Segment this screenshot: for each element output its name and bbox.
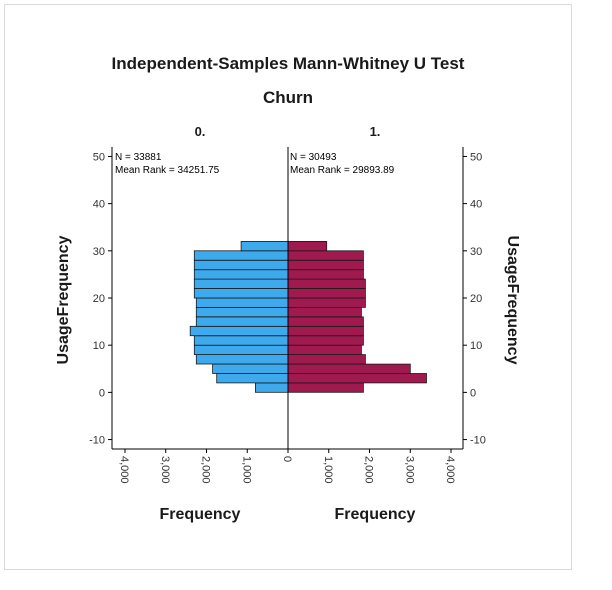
left-bar-2 (212, 363, 289, 374)
left-bar-12 (193, 269, 289, 280)
y-tick-label-right-0: 50 (470, 151, 482, 163)
left-bar-13 (193, 259, 289, 271)
left-bar-9 (195, 297, 289, 308)
x-tick-left-1: 3,000 (159, 456, 171, 484)
left-bar-1 (216, 373, 289, 384)
group-left-header: 0. (195, 124, 206, 139)
x-tick-right-1: 2,000 (363, 456, 375, 484)
y-tick-label-right-5: 0 (470, 387, 476, 399)
y-tick-label-right-4: 10 (470, 340, 482, 352)
left-bar-5 (193, 335, 289, 346)
left-bar-3 (195, 354, 289, 365)
left-bar-7 (195, 316, 289, 327)
y-tick-label-left-6: -10 (89, 435, 105, 447)
left-bar-6 (189, 325, 289, 337)
y-tick-label-right-3: 20 (470, 293, 482, 305)
y-tick-label-left-0: 50 (93, 151, 105, 163)
right-bar-2 (287, 363, 411, 374)
y-tick-label-right-1: 40 (470, 199, 482, 211)
x-tick-right-2: 3,000 (403, 456, 415, 484)
x-tick-left-0: 4,000 (118, 456, 130, 484)
y-tick-label-left-2: 30 (93, 246, 105, 258)
y-axis-label-left: UsageFrequency (55, 235, 72, 364)
right-bar-14 (287, 250, 364, 261)
right-bar-5 (287, 335, 364, 346)
x-tick-left-2: 2,000 (200, 456, 212, 484)
right-bar-9 (287, 297, 366, 308)
x-tick-right-0: 1,000 (322, 456, 334, 484)
left-bar-14 (193, 250, 289, 261)
left-bar-10 (193, 288, 289, 299)
right-bar-4 (287, 344, 362, 356)
axes-layer: 50 50 40 40 30 30 20 20 10 10 0 0 -10 -10 4,000 3,000 2,… (89, 147, 486, 484)
group-right-header: 1. (370, 124, 381, 139)
y-tick-label-right-6: -10 (470, 435, 486, 447)
right-bar-13 (287, 259, 364, 271)
y-axis-label-right: UsageFrequency (504, 236, 521, 365)
left-bar-0 (254, 382, 289, 393)
left-n-label: N = 33881 (115, 152, 162, 163)
right-bar-3 (287, 354, 366, 365)
right-bar-1 (287, 373, 427, 384)
right-n-label: N = 30493 (290, 152, 337, 163)
y-tick-label-left-5: 0 (99, 387, 105, 399)
left-bar-11 (193, 278, 289, 289)
chart-subtitle: Churn (263, 88, 313, 107)
left-bar-4 (193, 344, 289, 356)
right-bar-12 (287, 269, 364, 280)
left-bar-15 (240, 240, 289, 252)
chart-title: Independent-Samples Mann-Whitney U Test (112, 54, 465, 73)
right-bar-10 (287, 288, 366, 299)
x-tick-right-3: 4,000 (444, 456, 456, 484)
y-tick-label-left-3: 20 (93, 293, 105, 305)
x-axis-label-right: Frequency (335, 506, 416, 523)
right-bar-8 (287, 306, 362, 318)
left-mean-rank-label: Mean Rank = 34251.75 (115, 165, 220, 176)
right-bar-6 (287, 325, 364, 337)
right-bar-11 (287, 278, 366, 289)
y-tick-label-left-1: 40 (93, 199, 105, 211)
bars-layer (189, 240, 427, 393)
right-bar-7 (287, 316, 364, 327)
y-tick-label-left-4: 10 (93, 340, 105, 352)
right-mean-rank-label: Mean Rank = 29893.89 (290, 165, 395, 176)
left-bar-8 (195, 306, 289, 318)
right-bar-0 (287, 382, 364, 393)
y-tick-label-right-2: 30 (470, 246, 482, 258)
x-tick-left-4: 0 (281, 456, 293, 462)
right-bar-15 (287, 240, 328, 252)
x-tick-left-3: 1,000 (240, 456, 252, 484)
x-axis-label-left: Frequency (160, 506, 241, 523)
